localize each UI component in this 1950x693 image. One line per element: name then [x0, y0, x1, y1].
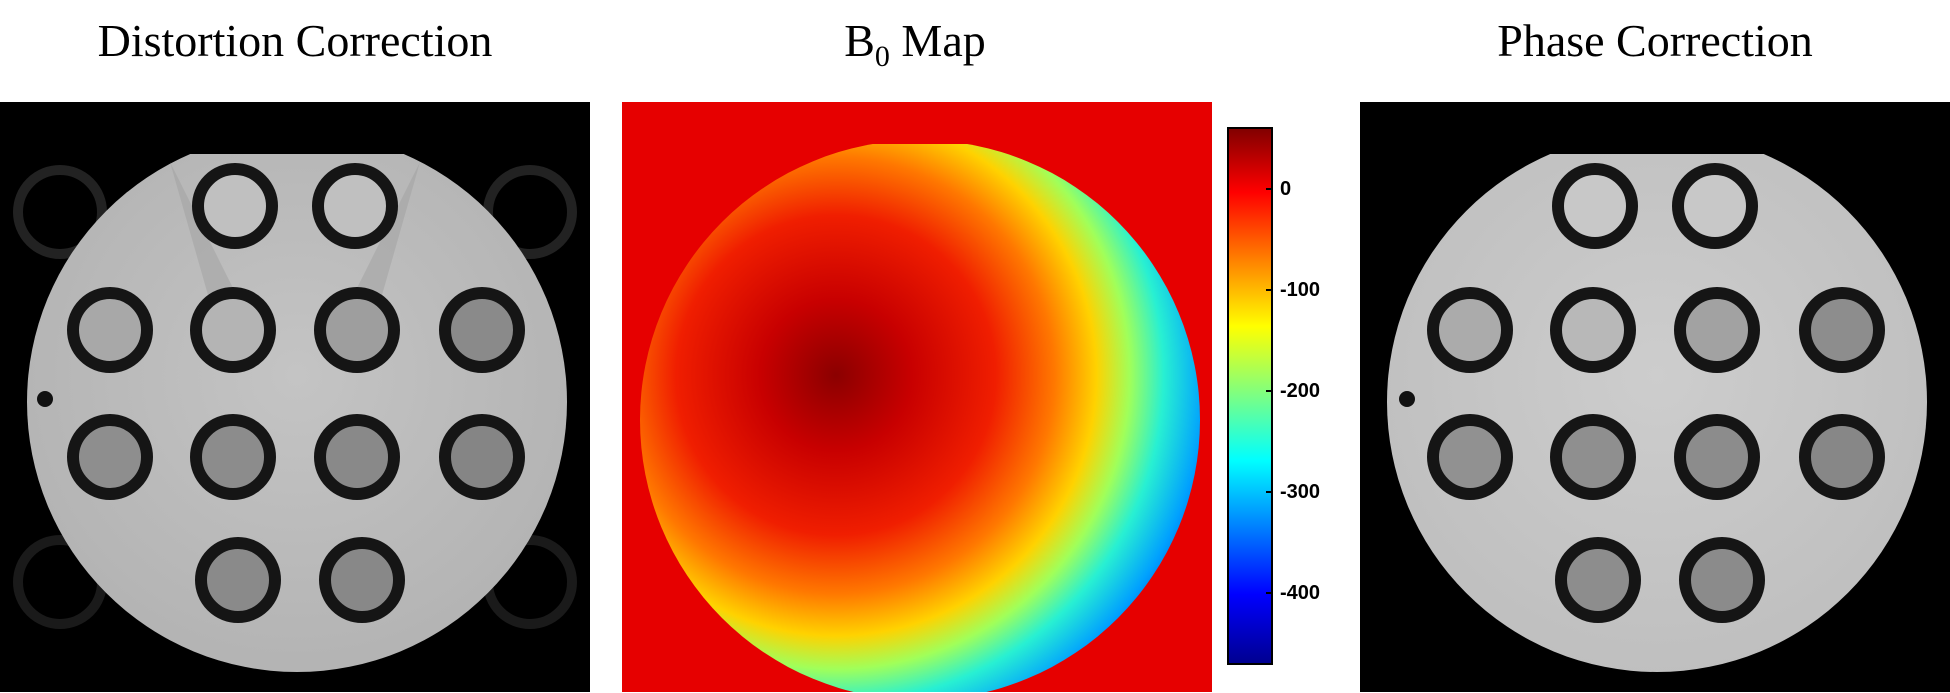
title-b0-main: B	[844, 15, 875, 66]
vial-array	[1427, 163, 1885, 623]
colorbar-tick-100: -100	[1280, 279, 1321, 301]
distortion-correction-image	[0, 102, 590, 692]
title-b0-map: B0 Map	[620, 14, 1210, 74]
colorbar-tick-0: 0	[1280, 178, 1292, 200]
title-b0-rest: Map	[889, 15, 986, 66]
phase-correction-image	[1360, 102, 1950, 692]
b0-map-image	[622, 102, 1212, 692]
title-phase-correction: Phase Correction	[1497, 15, 1813, 66]
phantom-disk	[1387, 154, 1927, 672]
colorbar-tick-200: -200	[1280, 380, 1321, 402]
title-b0-subscript: 0	[874, 40, 890, 74]
title-distortion-correction: Distortion Correction	[97, 15, 493, 66]
colorbar	[1227, 127, 1273, 665]
colorbar-tick-300: -300	[1280, 481, 1321, 503]
colorbar-tick-400: -400	[1280, 582, 1321, 604]
phantom-disk	[27, 154, 567, 672]
field-map-disk	[640, 144, 1200, 692]
vial-array	[67, 163, 525, 623]
